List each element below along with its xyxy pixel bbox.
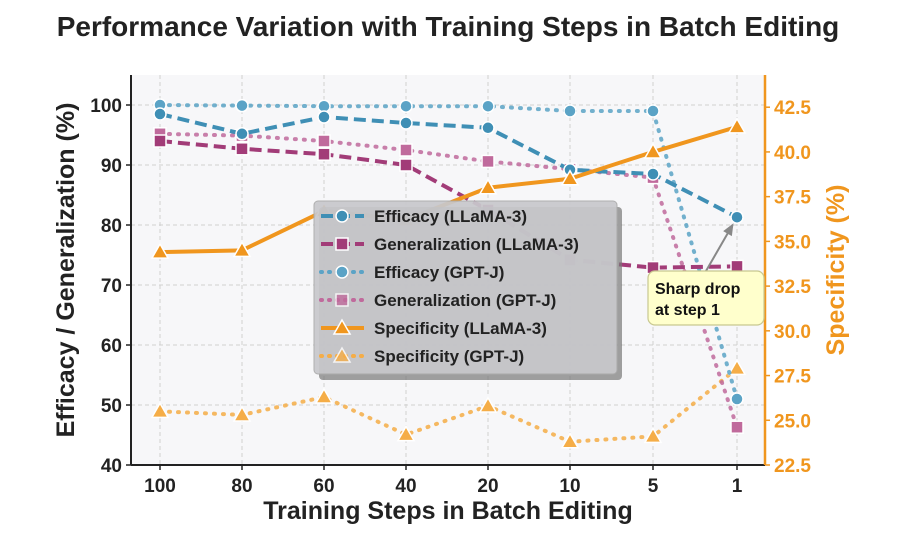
- data-point: [646, 167, 660, 181]
- data-point: [314, 387, 334, 404]
- data-point: [232, 405, 252, 422]
- data-point: [150, 242, 170, 259]
- data-point: [399, 116, 413, 130]
- data-point: [399, 158, 413, 172]
- tick-label-right: 37.5: [774, 188, 811, 209]
- data-point: [235, 127, 249, 141]
- legend-marker: [332, 346, 352, 363]
- tick-label-left: 90: [101, 156, 122, 177]
- legend-marker: [335, 209, 349, 223]
- annotation: Sharp drop at step 1: [647, 223, 765, 326]
- legend-label: Efficacy (GPT-J): [374, 263, 504, 282]
- tick-label-x: 80: [231, 476, 252, 497]
- data-point: [399, 143, 413, 157]
- legend-marker: [332, 318, 352, 335]
- data-point: [643, 142, 663, 159]
- tick-label-right: 40.0: [774, 143, 811, 164]
- data-point: [396, 425, 416, 442]
- tick-label-left: 40: [101, 456, 122, 477]
- tick-label-right: 32.5: [774, 277, 811, 298]
- data-point: [730, 392, 744, 406]
- y-axis-label-left: Efficacy / Generalization (%): [52, 103, 80, 438]
- data-point: [232, 240, 252, 258]
- tick-label-x: 1: [732, 476, 743, 497]
- data-point: [730, 210, 744, 224]
- data-point: [730, 420, 744, 434]
- tick-label-right: 35.0: [774, 232, 811, 253]
- tick-label-left: 60: [101, 336, 122, 357]
- legend-label: Specificity (LLaMA-3): [374, 319, 547, 338]
- tick-label-left: 50: [101, 396, 122, 417]
- data-point: [153, 134, 167, 148]
- tick-label-x: 20: [477, 476, 498, 497]
- legend-marker: [335, 293, 349, 307]
- legend-label: Generalization (LLaMA-3): [374, 235, 579, 254]
- data-point: [481, 154, 495, 169]
- data-point: [150, 401, 170, 419]
- data-point: [317, 110, 331, 124]
- data-point: [235, 98, 249, 113]
- series-line-0: [159, 112, 738, 219]
- series-0: [153, 107, 744, 224]
- data-point: [560, 432, 580, 449]
- x-axis-label: Training Steps in Batch Editing: [263, 497, 632, 525]
- tick-label-left: 80: [101, 216, 122, 237]
- data-point: [317, 134, 331, 148]
- series-line-3: [158, 131, 739, 430]
- data-point: [478, 178, 498, 195]
- series-line-5: [158, 366, 739, 444]
- data-point: [481, 99, 495, 113]
- tick-label-left: 70: [101, 276, 122, 297]
- tick-label-x: 5: [648, 476, 659, 497]
- legend-label: Generalization (GPT-J): [374, 291, 556, 310]
- series-line-1: [159, 139, 738, 270]
- legend-marker: [335, 237, 349, 251]
- tick-label-right: 27.5: [774, 367, 811, 388]
- annotation-box: [647, 270, 765, 326]
- tick-label-x: 100: [144, 476, 176, 497]
- chart-title: Performance Variation with Training Step…: [57, 11, 840, 42]
- tick-label-x: 10: [559, 476, 580, 497]
- data-point: [235, 142, 249, 156]
- tick-label-right: 22.5: [774, 456, 811, 477]
- y-axis-label-right: Specificity (%): [822, 185, 850, 356]
- annotation-arrowhead: [723, 223, 734, 237]
- annotation-text-line2: at step 1: [655, 302, 720, 319]
- data-point: [646, 104, 660, 118]
- ticks: 40 50 60 70 80 90 100 100 80 60 40 20 10 5 1 22.5 25.0 27…: [90, 96, 811, 497]
- legend: Efficacy (LLaMA-3) Generalization (LLaMA-…: [313, 200, 622, 380]
- series-layer: [150, 98, 747, 449]
- series-5: [150, 358, 747, 449]
- data-point: [399, 99, 413, 113]
- data-point: [153, 107, 167, 121]
- tick-label-left: 100: [90, 96, 122, 117]
- data-point: [481, 121, 495, 135]
- tick-label-right: 42.5: [774, 98, 811, 119]
- tick-label-right: 30.0: [774, 322, 811, 343]
- series-line-2: [158, 103, 739, 401]
- data-point: [563, 104, 577, 118]
- data-point: [478, 396, 498, 413]
- data-point: [317, 147, 331, 161]
- data-point: [727, 117, 747, 134]
- tick-label-right: 25.0: [774, 411, 811, 432]
- legend-box: [313, 200, 618, 375]
- tick-label-x: 40: [395, 476, 416, 497]
- data-point: [727, 358, 747, 376]
- tick-label-x: 60: [313, 476, 334, 497]
- legend-marker: [335, 265, 349, 279]
- data-point: [560, 169, 580, 186]
- legend-label: Efficacy (LLaMA-3): [374, 207, 527, 226]
- annotation-text-line1: Sharp drop: [655, 281, 741, 298]
- legend-label: Specificity (GPT-J): [374, 347, 524, 366]
- data-point: [643, 426, 663, 444]
